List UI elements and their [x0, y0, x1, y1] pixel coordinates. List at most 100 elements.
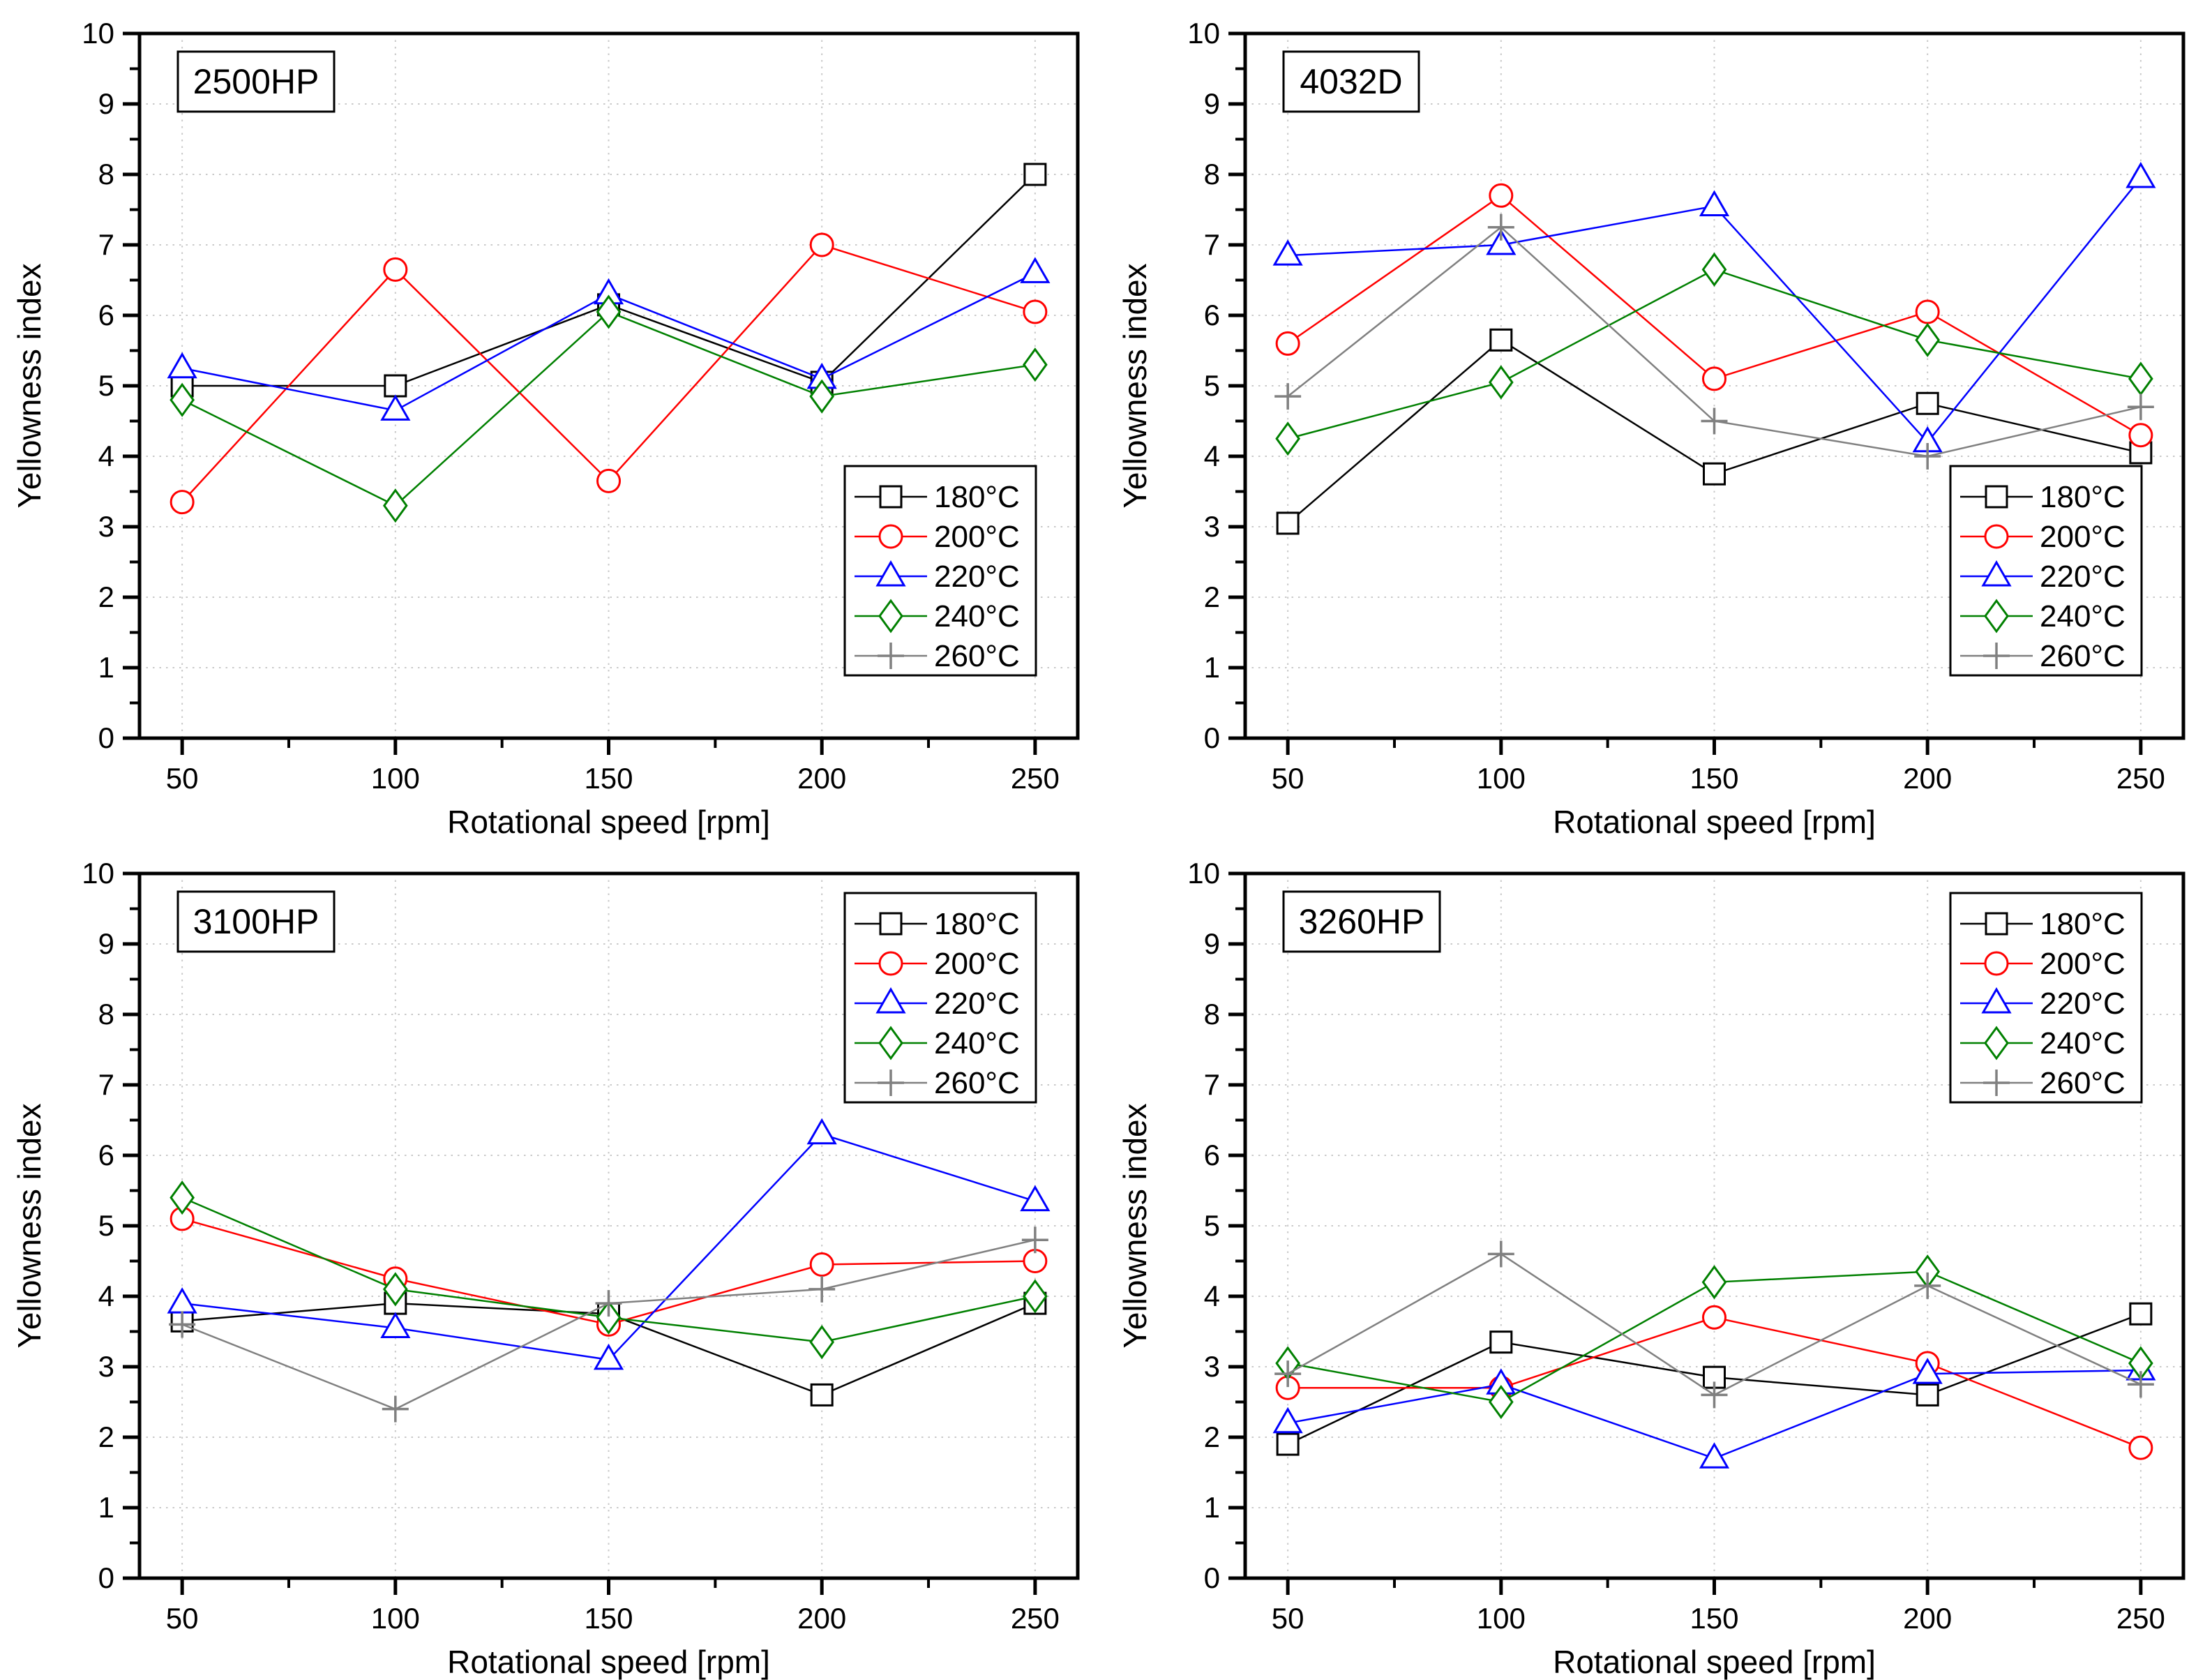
x-tick-label: 250 [2116, 762, 2165, 795]
square-marker [384, 374, 407, 398]
chart-panel-top-left: 0 1 2 3 4 5 6 7 8 9 10 50 100 150 200 250 Rotational spe… [0, 0, 1106, 840]
y-tick-label: 9 [98, 87, 114, 120]
legend-entry-220°C: 220°C [1960, 560, 2126, 594]
x-tick-label: 100 [1477, 1602, 1526, 1635]
y-tick-label: 0 [1204, 1561, 1220, 1594]
square-marker [1985, 485, 2008, 509]
legend-entry-240°C: 240°C [855, 599, 1020, 633]
diamond-marker [878, 599, 903, 633]
panel-title-box: 3260HP [1282, 890, 1441, 953]
triangle-marker [1486, 228, 1517, 255]
legend-label: 220°C [2040, 987, 2126, 1021]
diamond-marker [1915, 322, 1941, 357]
x-tick-label: 100 [371, 762, 420, 795]
x-tick-label: 100 [371, 1602, 420, 1635]
triangle-marker [1699, 1442, 1730, 1469]
diamond-marker [1984, 599, 2009, 633]
x-axis-title: Rotational speed [rpm] [1553, 804, 1876, 840]
y-tick-label: 1 [1204, 651, 1220, 684]
legend: 180°C 200°C 220°C 240°C 260°C [843, 465, 1037, 677]
y-tick-label: 1 [98, 651, 114, 684]
triangle-marker [1020, 257, 1051, 283]
legend-label: 240°C [2040, 1026, 2126, 1060]
circle-marker [2128, 1435, 2153, 1460]
y-axis-title: Yellowness index [1117, 1103, 1153, 1348]
x-tick-label: 100 [1477, 762, 1526, 795]
legend-label: 200°C [2040, 520, 2126, 554]
y-tick-label: 7 [1204, 1068, 1220, 1101]
legend-entry-220°C: 220°C [855, 987, 1020, 1021]
y-tick-label: 8 [98, 998, 114, 1030]
series-group [167, 163, 1051, 523]
legend-entry-200°C: 200°C [855, 947, 1020, 981]
x-tick-label: 150 [584, 762, 633, 795]
y-tick-label: 2 [98, 580, 114, 613]
legend-entry-260°C: 260°C [855, 639, 1020, 673]
legend-box [1949, 465, 2143, 677]
y-tick-label: 9 [1204, 927, 1220, 960]
series-180°C [1276, 1302, 2153, 1456]
square-marker [1985, 912, 2008, 936]
chart-top-right: 0 1 2 3 4 5 6 7 8 9 10 50 100 150 200 250 Rotational spe… [1117, 17, 2185, 840]
y-tick-label: 0 [98, 1561, 114, 1594]
square-marker [1489, 1330, 1513, 1354]
y-tick-label: 0 [1204, 721, 1220, 754]
legend-entry-240°C: 240°C [1960, 1026, 2126, 1060]
triangle-marker [806, 1118, 837, 1145]
y-tick-label: 8 [98, 158, 114, 190]
diamond-marker [1701, 1265, 1727, 1300]
panel-title-box: 4032D [1282, 50, 1420, 113]
diamond-marker [878, 1026, 903, 1060]
y-axis-title: Yellowness index [11, 263, 47, 508]
series-220°C [1272, 162, 2156, 453]
x-tick-label: 250 [2116, 1602, 2165, 1635]
x-tick-label: 150 [584, 1602, 633, 1635]
y-tick-label: 7 [1204, 228, 1220, 261]
triangle-marker [1020, 1185, 1051, 1212]
circle-marker [596, 468, 621, 493]
chart-bottom-right: 0 1 2 3 4 5 6 7 8 9 10 50 100 150 200 250 Rotational spe… [1117, 857, 2185, 1680]
plot-border [1243, 871, 2185, 1580]
triangle-marker [1699, 190, 1730, 216]
plot-border [137, 871, 1080, 1580]
legend-label: 180°C [2040, 907, 2126, 941]
series-220°C [1272, 1354, 2156, 1469]
x-tick-label: 150 [1690, 762, 1738, 795]
legend-entry-260°C: 260°C [1960, 639, 2126, 673]
square-marker [810, 1383, 834, 1407]
y-tick-label: 1 [98, 1491, 114, 1524]
legend-label: 200°C [934, 947, 1020, 981]
circle-marker [1023, 299, 1048, 324]
x-tick-label: 200 [797, 762, 846, 795]
circle-marker [809, 232, 834, 257]
series-180°C [1276, 328, 2153, 535]
panel-title: 3260HP [1299, 902, 1425, 941]
legend-label: 180°C [2040, 480, 2126, 514]
square-marker [1916, 391, 1939, 415]
triangle-marker [875, 560, 906, 587]
series-line [1288, 177, 2142, 444]
legend-box [1949, 892, 2143, 1104]
triangle-marker [1912, 1358, 1943, 1384]
tick-labels: 0 1 2 3 4 5 6 7 8 9 10 50 100 150 200 250 [82, 17, 1060, 795]
series-group [167, 1118, 1051, 1423]
legend-label: 200°C [2040, 947, 2126, 981]
circle-marker [170, 490, 195, 515]
circle-marker [2128, 423, 2153, 448]
x-tick-label: 50 [166, 762, 199, 795]
triangle-marker [1981, 987, 2012, 1014]
triangle-marker [167, 1287, 197, 1314]
plot-border [137, 31, 1080, 740]
series-220°C [167, 1118, 1051, 1370]
square-marker [2129, 1302, 2153, 1326]
panel-title: 4032D [1300, 62, 1402, 101]
circle-marker [1915, 299, 1940, 324]
x-tick-label: 250 [1011, 1602, 1060, 1635]
axis-ticks [123, 31, 1037, 755]
y-tick-label: 1 [1204, 1491, 1220, 1524]
legend-entry-180°C: 180°C [855, 480, 1020, 514]
tick-labels: 0 1 2 3 4 5 6 7 8 9 10 50 100 150 200 250 [1187, 857, 2165, 1635]
y-tick-label: 8 [1204, 998, 1220, 1030]
x-tick-label: 50 [1272, 762, 1304, 795]
square-marker [1276, 1432, 1300, 1456]
